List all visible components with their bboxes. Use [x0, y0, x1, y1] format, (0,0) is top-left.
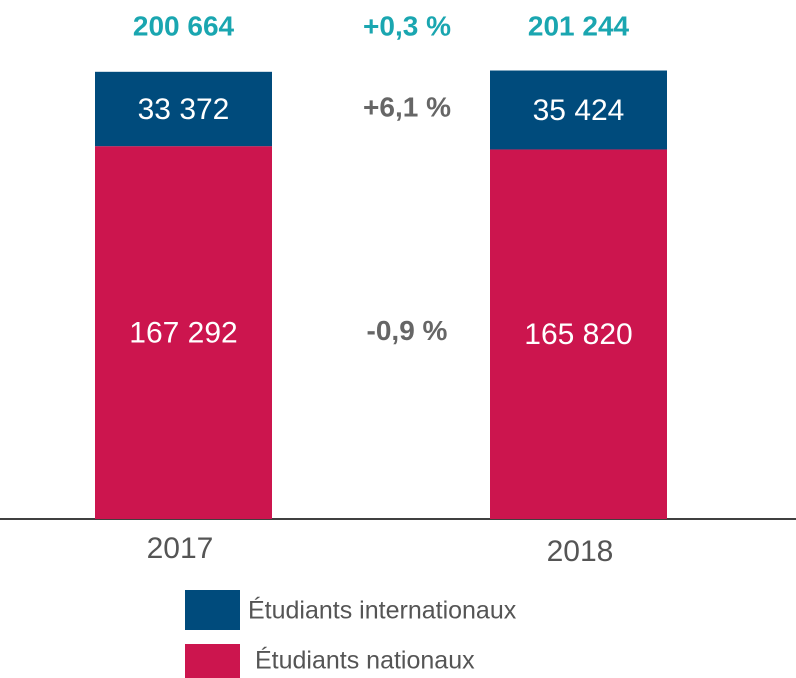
x-tick-label: 2018 [547, 535, 614, 568]
value-label: 165 820 [524, 318, 632, 351]
value-label: 33 372 [138, 93, 230, 126]
total-label: 200 664 [133, 10, 235, 41]
total-label: 201 244 [528, 10, 630, 41]
value-label: 35 424 [533, 94, 625, 127]
value-label: 167 292 [129, 317, 237, 350]
x-tick-label: 2017 [147, 532, 214, 565]
legend-label: Étudiants internationaux [248, 596, 517, 625]
change-label: +0,3 % [363, 10, 451, 41]
legend-label: Étudiants nationaux [255, 646, 475, 675]
legend-swatch [185, 590, 240, 630]
bar-segment [95, 71, 272, 147]
change-label: +6,1 % [363, 91, 451, 122]
bar-segment [95, 146, 272, 519]
bar-segment [490, 149, 667, 519]
bar-segment [490, 70, 667, 150]
legend-swatch [185, 644, 240, 678]
change-label: -0,9 % [367, 315, 448, 346]
